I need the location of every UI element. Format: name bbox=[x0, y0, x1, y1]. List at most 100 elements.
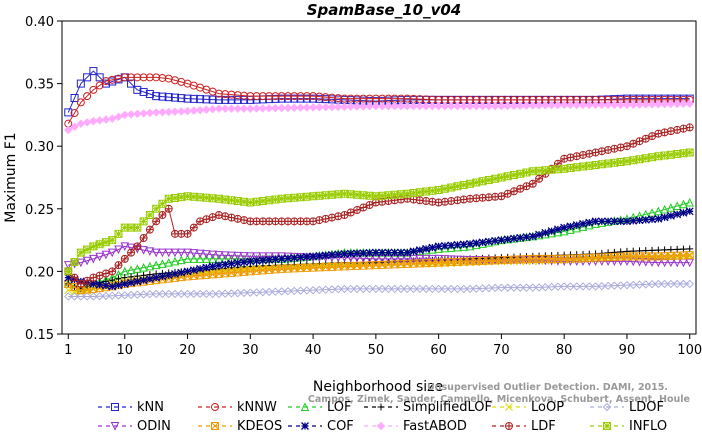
data-point-ldf bbox=[579, 150, 588, 159]
legend-label-fastabod: FastABOD bbox=[403, 419, 467, 434]
legend-label-inflo: INFLO bbox=[629, 419, 667, 434]
x-tick-label: 100 bbox=[677, 343, 702, 358]
data-point-knn bbox=[76, 79, 85, 88]
data-point-ldof bbox=[516, 283, 525, 292]
data-point-ldof bbox=[459, 284, 468, 294]
data-point-fastabod bbox=[139, 109, 148, 118]
data-point-inflo bbox=[133, 223, 142, 232]
data-point-ldof bbox=[227, 289, 236, 298]
data-point-ldof bbox=[151, 289, 161, 299]
data-point-cof bbox=[284, 254, 292, 263]
data-point-ldof bbox=[528, 283, 537, 292]
data-point-odin bbox=[239, 252, 249, 261]
data-point-inflo bbox=[334, 190, 343, 199]
data-point-cof bbox=[101, 281, 110, 290]
data-point-cof bbox=[560, 223, 569, 232]
data-point-ldof bbox=[183, 289, 192, 299]
data-point-lof bbox=[176, 255, 186, 265]
x-tick-label: 40 bbox=[305, 343, 322, 358]
data-point-ldof bbox=[415, 284, 425, 294]
data-point-inflo bbox=[553, 165, 562, 174]
data-point-ldf bbox=[139, 234, 148, 243]
data-point-fastabod bbox=[553, 100, 563, 110]
legend-label-simplifiedlof: SimplifiedLOF bbox=[403, 400, 492, 415]
data-point-cof bbox=[145, 274, 154, 283]
data-point-odin bbox=[233, 251, 243, 261]
data-point-fastabod bbox=[641, 100, 650, 109]
y-tick-label: 0.15 bbox=[25, 328, 54, 343]
data-point-cof bbox=[158, 272, 167, 281]
data-point-inflo bbox=[83, 245, 92, 254]
data-point-cof bbox=[522, 233, 531, 242]
data-point-inflo bbox=[509, 170, 518, 179]
data-point-ldof bbox=[89, 292, 98, 301]
data-point-fastabod bbox=[503, 101, 512, 111]
data-point-cof bbox=[397, 248, 405, 257]
data-point-ldof bbox=[189, 289, 199, 299]
data-point-ldf bbox=[233, 214, 242, 223]
y-tick-label: 0.30 bbox=[25, 140, 54, 155]
data-point-knn bbox=[139, 87, 148, 96]
data-point-fastabod bbox=[233, 104, 242, 113]
data-point-ldf bbox=[666, 127, 675, 136]
x-tick-label: 30 bbox=[242, 343, 259, 358]
data-point-knn bbox=[202, 95, 211, 104]
data-point-inflo bbox=[246, 198, 255, 207]
data-point-fastabod bbox=[446, 101, 456, 111]
data-point-knnw bbox=[108, 75, 117, 84]
data-point-ldof bbox=[647, 279, 657, 289]
data-point-lof bbox=[170, 256, 180, 266]
data-point-cof bbox=[290, 253, 299, 262]
data-point-fastabod bbox=[390, 101, 399, 111]
data-point-ldof bbox=[95, 291, 104, 301]
data-point-fastabod bbox=[239, 104, 249, 113]
data-point-cof bbox=[359, 249, 368, 258]
data-point-ldof bbox=[434, 284, 443, 294]
data-point-cof bbox=[271, 255, 280, 264]
data-point-inflo bbox=[76, 248, 85, 257]
data-point-knn bbox=[240, 95, 249, 104]
data-point-cof bbox=[252, 256, 261, 265]
data-point-fastabod bbox=[484, 101, 494, 111]
data-point-ldof bbox=[327, 285, 337, 294]
data-point-cof bbox=[447, 241, 456, 250]
data-point-inflo bbox=[434, 186, 443, 195]
data-point-cof bbox=[610, 217, 619, 226]
data-point-lof bbox=[559, 226, 569, 236]
data-point-inflo bbox=[579, 162, 588, 171]
data-point-cof bbox=[679, 208, 688, 217]
data-point-ldf bbox=[214, 211, 223, 220]
legend-label-odin: ODIN bbox=[137, 419, 171, 434]
data-point-lof bbox=[685, 197, 695, 207]
data-point-fastabod bbox=[566, 100, 575, 110]
series-fastabod bbox=[64, 99, 694, 135]
data-point-ldof bbox=[82, 292, 92, 301]
data-point-cof bbox=[459, 240, 468, 249]
data-point-knnw bbox=[265, 92, 274, 101]
data-point-ldof bbox=[315, 285, 324, 295]
data-point-fastabod bbox=[277, 103, 286, 113]
data-point-ldf bbox=[133, 242, 142, 251]
x-tick-label: 70 bbox=[493, 343, 510, 358]
data-point-ldf bbox=[120, 254, 129, 263]
data-point-ldof bbox=[547, 282, 556, 292]
data-point-odin bbox=[158, 248, 167, 258]
data-point-ldof bbox=[177, 289, 186, 299]
data-point-odin bbox=[415, 254, 425, 264]
data-point-ldf bbox=[158, 211, 167, 220]
data-point-cof bbox=[340, 249, 349, 258]
data-point-ldf bbox=[145, 225, 154, 234]
data-point-cof bbox=[258, 256, 267, 265]
data-point-odin bbox=[95, 252, 104, 262]
data-point-ldf bbox=[189, 223, 198, 232]
data-point-knnw bbox=[359, 94, 368, 103]
data-point-fastabod bbox=[635, 100, 644, 109]
legend-item-loop: LoOP bbox=[492, 400, 564, 415]
data-point-inflo bbox=[258, 197, 267, 206]
data-point-odin bbox=[164, 248, 174, 258]
legend-item-knnw: kNNW bbox=[198, 400, 277, 415]
data-point-ldof bbox=[264, 287, 274, 297]
data-point-cof bbox=[510, 234, 518, 243]
data-point-inflo bbox=[290, 193, 299, 202]
data-point-odin bbox=[603, 257, 613, 267]
